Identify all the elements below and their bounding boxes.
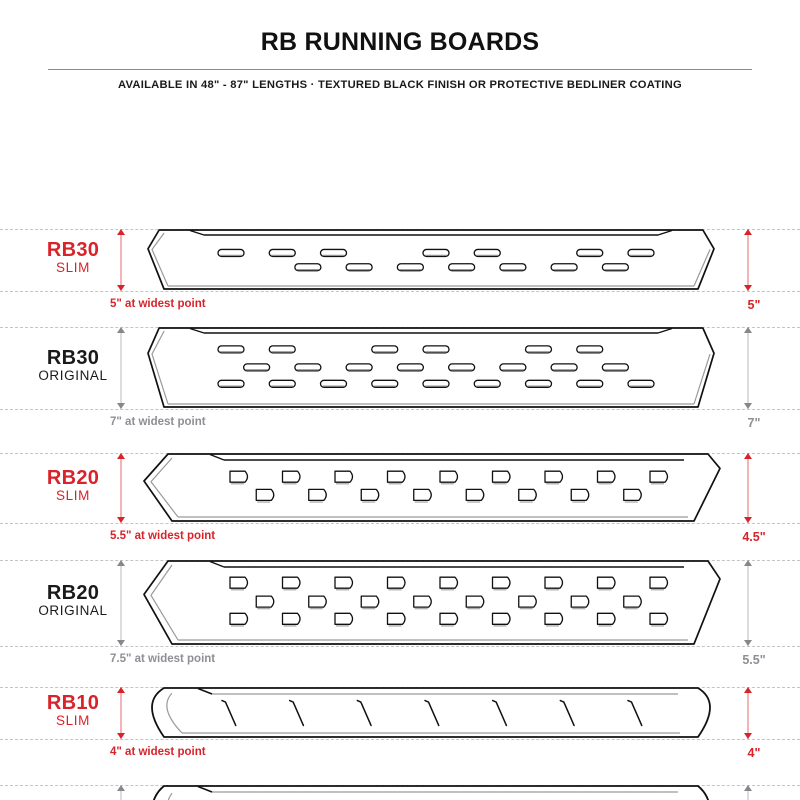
guide-line-bottom <box>0 739 800 740</box>
arrow-head-up <box>117 453 125 459</box>
dimension-arrow-right <box>741 560 755 646</box>
arrow-head-up <box>117 687 125 693</box>
arrow-head-up <box>744 785 752 791</box>
arrow-head-down <box>117 733 125 739</box>
dimension-arrow-left <box>114 229 128 291</box>
dimension-arrow-left <box>114 453 128 523</box>
dimension-arrow-right <box>741 229 755 291</box>
arrow-head-up <box>744 560 752 566</box>
arrow-shaft <box>747 687 749 739</box>
product-model: RB30 <box>46 347 100 369</box>
product-label: RB10 ORIGINAL <box>30 799 116 800</box>
page-subtitle: AVAILABLE IN 48" - 87" LENGTHS · TEXTURE… <box>118 79 682 91</box>
arrow-head-down <box>744 517 752 523</box>
board-height-label: 4.5" <box>742 530 766 544</box>
product-variant: SLIM <box>56 488 90 504</box>
product-variant: SLIM <box>56 713 90 729</box>
arrow-shaft <box>747 785 749 800</box>
running-board-illustration <box>138 327 724 409</box>
arrow-head-up <box>117 229 125 235</box>
guide-line-bottom <box>0 523 800 524</box>
arrow-head-down <box>744 733 752 739</box>
guide-line-bottom <box>0 646 800 647</box>
page-header: RB RUNNING BOARDS AVAILABLE IN 48" - 87"… <box>0 0 800 91</box>
product-variant: ORIGINAL <box>38 603 108 619</box>
product-label: RB30 ORIGINAL <box>30 348 116 383</box>
arrow-shaft <box>120 560 122 646</box>
product-label: RB30 SLIM <box>30 240 116 275</box>
board-height-label: 7" <box>747 416 761 430</box>
page-title: RB RUNNING BOARDS <box>260 28 540 56</box>
dimension-arrow-left <box>114 560 128 646</box>
arrow-head-down <box>744 285 752 291</box>
arrow-head-down <box>117 403 125 409</box>
arrow-head-down <box>117 640 125 646</box>
arrow-shaft <box>747 229 749 291</box>
widest-point-label: 7" at widest point <box>110 416 206 428</box>
arrow-head-up <box>744 453 752 459</box>
product-model: RB10 <box>46 692 100 714</box>
dimension-arrow-right <box>741 327 755 409</box>
running-board-illustration <box>138 229 724 291</box>
dimension-arrow-left <box>114 785 128 800</box>
arrow-head-up <box>744 687 752 693</box>
product-label: RB20 SLIM <box>30 468 116 503</box>
running-board-illustration <box>138 687 724 739</box>
guide-line-bottom <box>0 291 800 292</box>
arrow-head-up <box>117 785 125 791</box>
product-label: RB10 SLIM <box>30 693 116 728</box>
arrow-shaft <box>120 453 122 523</box>
arrow-shaft <box>120 785 122 800</box>
arrow-shaft <box>747 327 749 409</box>
product-model: RB20 <box>46 582 100 604</box>
product-label: RB20 ORIGINAL <box>30 583 116 618</box>
arrow-head-up <box>744 229 752 235</box>
arrow-shaft <box>747 453 749 523</box>
dimension-arrow-left <box>114 327 128 409</box>
running-board-illustration <box>138 453 724 523</box>
arrow-head-down <box>117 517 125 523</box>
board-height-label: 5.5" <box>742 653 766 667</box>
guide-line-bottom <box>0 409 800 410</box>
dimension-arrow-right <box>741 453 755 523</box>
arrow-head-down <box>744 403 752 409</box>
widest-point-label: 7.5" at widest point <box>110 653 216 665</box>
widest-point-label: 5" at widest point <box>110 298 206 310</box>
header-divider <box>48 69 752 70</box>
product-model: RB10 <box>30 799 116 800</box>
arrow-head-down <box>117 285 125 291</box>
board-height-label: 4" <box>747 746 761 760</box>
arrow-shaft <box>120 687 122 739</box>
arrow-head-up <box>117 327 125 333</box>
dimension-arrow-right <box>741 785 755 800</box>
running-board-illustration <box>138 560 724 646</box>
widest-point-label: 4" at widest point <box>110 746 206 758</box>
arrow-head-up <box>744 327 752 333</box>
dimension-arrow-right <box>741 687 755 739</box>
product-variant: SLIM <box>56 260 90 276</box>
product-variant: ORIGINAL <box>38 368 108 384</box>
running-board-illustration <box>138 785 724 800</box>
dimension-arrow-left <box>114 687 128 739</box>
widest-point-label: 5.5" at widest point <box>110 530 216 542</box>
product-model: RB30 <box>46 239 100 261</box>
product-model: RB20 <box>46 467 100 489</box>
arrow-head-up <box>117 560 125 566</box>
arrow-shaft <box>120 229 122 291</box>
arrow-head-down <box>744 640 752 646</box>
board-height-label: 5" <box>747 298 761 312</box>
arrow-shaft <box>747 560 749 646</box>
arrow-shaft <box>120 327 122 409</box>
